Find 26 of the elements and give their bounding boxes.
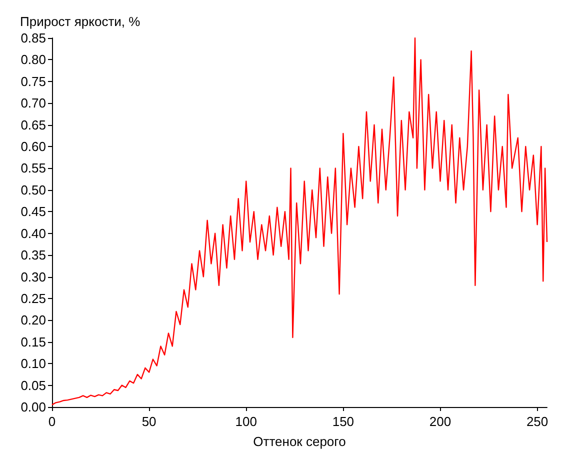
x-tick-label: 200 bbox=[429, 414, 452, 429]
y-tick-label: 0.40 bbox=[20, 226, 46, 241]
y-tick-label: 0.05 bbox=[20, 378, 46, 393]
y-tick-label: 0.20 bbox=[20, 312, 46, 328]
x-tick-label: 100 bbox=[235, 414, 257, 429]
y-tick-label: 0.35 bbox=[20, 248, 46, 263]
y-tick-label: 0.10 bbox=[20, 356, 46, 372]
y-tick-label: 0.45 bbox=[20, 204, 46, 220]
y-axis-title: Прирост яркости, % bbox=[20, 14, 141, 29]
y-tick-label: 0.55 bbox=[20, 160, 46, 176]
y-tick-label: 0.60 bbox=[20, 139, 46, 154]
x-tick-label: 50 bbox=[142, 414, 156, 429]
x-axis-title: Оттенок серого bbox=[253, 434, 346, 449]
y-tick-label: 0.65 bbox=[20, 117, 46, 132]
y-tick-label: 0.70 bbox=[20, 96, 46, 111]
y-tick-label: 0.75 bbox=[20, 74, 46, 89]
x-tick-label: 0 bbox=[48, 414, 56, 429]
y-tick-label: 0.15 bbox=[20, 334, 46, 350]
y-tick-label: 0.50 bbox=[20, 182, 46, 198]
y-tick-label: 0.80 bbox=[20, 52, 46, 68]
x-tick-label: 250 bbox=[526, 414, 548, 429]
y-tick-label: 0.30 bbox=[20, 269, 46, 284]
y-tick-label: 0.25 bbox=[20, 290, 46, 306]
y-tick-label: 0.85 bbox=[20, 30, 46, 46]
y-tick-label: 0.00 bbox=[20, 400, 46, 414]
x-tick-label: 150 bbox=[332, 414, 354, 429]
